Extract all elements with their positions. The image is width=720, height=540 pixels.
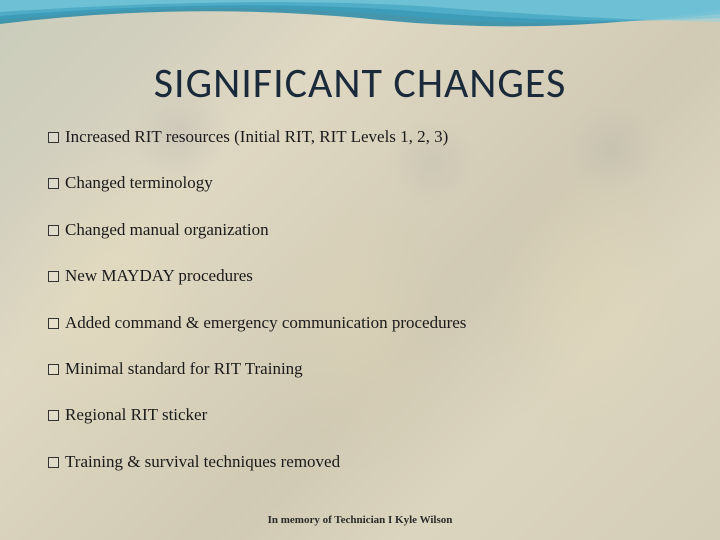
bullet-marker-icon — [48, 410, 59, 421]
bullet-text: Changed manual organization — [65, 220, 269, 239]
bullet-list: Increased RIT resources (Initial RIT, RI… — [48, 127, 672, 472]
bullet-marker-icon — [48, 271, 59, 282]
footer-memorial: In memory of Technician I Kyle Wilson — [0, 514, 720, 526]
list-item: New MAYDAY procedures — [48, 266, 672, 286]
bullet-text: Training & survival techniques removed — [65, 452, 340, 471]
bullet-marker-icon — [48, 457, 59, 468]
bullet-text: Increased RIT resources (Initial RIT, RI… — [65, 127, 448, 146]
list-item: Regional RIT sticker — [48, 405, 672, 425]
bullet-text: Added command & emergency communication … — [65, 313, 466, 332]
bullet-marker-icon — [48, 364, 59, 375]
bullet-marker-icon — [48, 225, 59, 236]
list-item: Changed terminology — [48, 173, 672, 193]
bullet-text: Minimal standard for RIT Training — [65, 359, 303, 378]
bullet-text: Changed terminology — [65, 173, 213, 192]
bullet-text: Regional RIT sticker — [65, 405, 207, 424]
list-item: Increased RIT resources (Initial RIT, RI… — [48, 127, 672, 147]
bullet-text: New MAYDAY procedures — [65, 266, 253, 285]
bullet-marker-icon — [48, 178, 59, 189]
list-item: Training & survival techniques removed — [48, 452, 672, 472]
list-item: Changed manual organization — [48, 220, 672, 240]
list-item: Minimal standard for RIT Training — [48, 359, 672, 379]
bullet-marker-icon — [48, 318, 59, 329]
list-item: Added command & emergency communication … — [48, 313, 672, 333]
slide-content: SIGNIFICANT CHANGES Increased RIT resour… — [0, 0, 720, 540]
bullet-marker-icon — [48, 132, 59, 143]
slide-title: SIGNIFICANT CHANGES — [48, 58, 672, 109]
